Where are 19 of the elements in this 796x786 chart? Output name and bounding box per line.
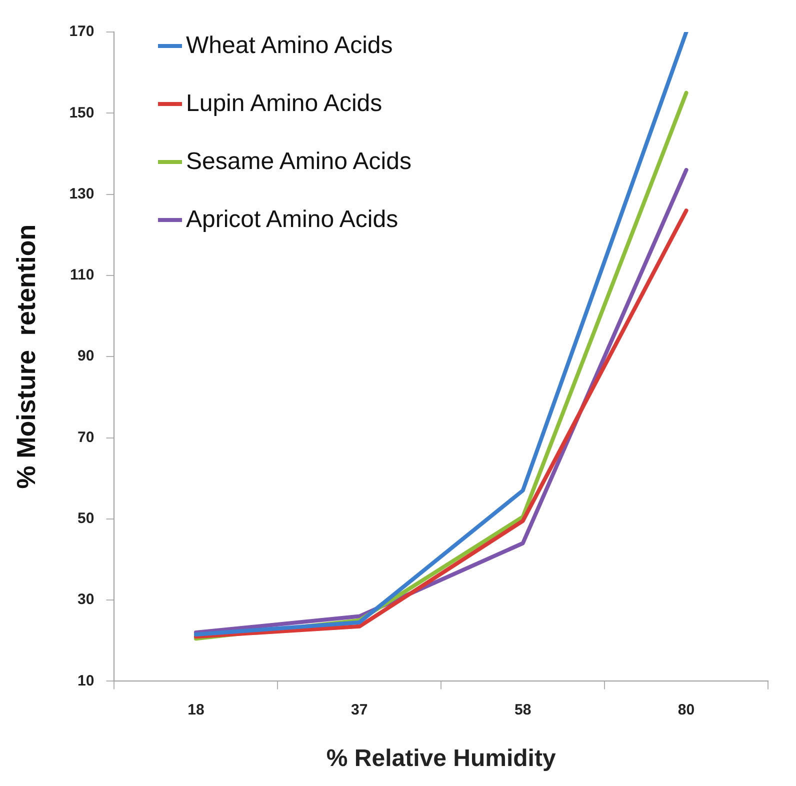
y-tick-label: 130	[69, 185, 94, 202]
legend-label: Lupin Amino Acids	[186, 90, 382, 118]
legend-label: Wheat Amino Acids	[186, 32, 393, 60]
x-axis-title: % Relative Humidity	[326, 745, 556, 772]
y-tick-label: 50	[78, 510, 94, 528]
y-tick-label: 70	[78, 428, 94, 446]
x-tick-label: 58	[514, 701, 532, 718]
y-tick-label: 150	[69, 104, 94, 122]
x-tick-label: 80	[678, 701, 695, 718]
legend-label: Apricot Amino Acids	[186, 206, 398, 234]
y-tick-label: 90	[78, 348, 94, 365]
legend-label: Sesame Amino Acids	[186, 148, 412, 176]
y-tick-label: 170	[69, 23, 94, 40]
x-tick-label: 37	[351, 701, 368, 718]
x-tick-label: 18	[188, 701, 204, 718]
y-axis-title: % Moisture retention	[10, 224, 41, 489]
y-tick-label: 110	[70, 266, 94, 284]
y-tick-label: 30	[78, 591, 94, 608]
y-tick-label: 10	[78, 672, 94, 690]
